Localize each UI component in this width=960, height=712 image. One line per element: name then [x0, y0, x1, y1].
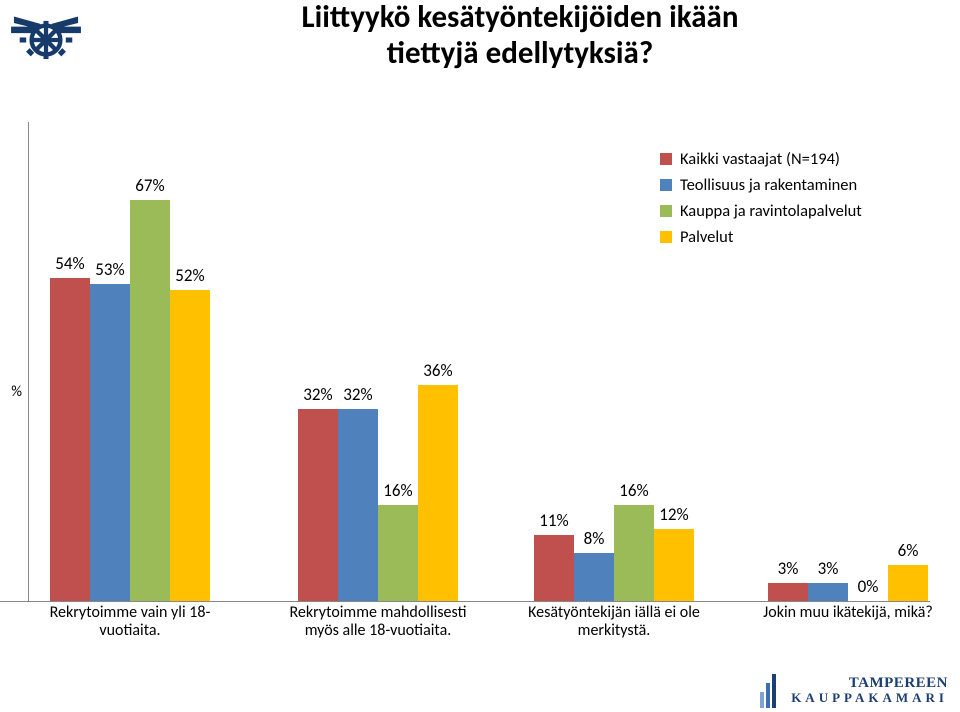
chart-title-line2: tiettyjä edellytyksiä?: [387, 34, 653, 72]
x-axis-label: Rekrytoimme vain yli 18-vuotiaita.: [40, 604, 220, 641]
organization-logo-icon: [10, 10, 82, 70]
bar-value-label: 67%: [135, 175, 164, 200]
x-axis-label: Jokin muu ikätekijä, mikä?: [748, 604, 948, 622]
bar-cluster: 54%53%67%52%: [40, 122, 220, 601]
bar-value-label: 3%: [778, 558, 799, 583]
bar: 53%: [90, 284, 130, 601]
bar-value-label: 11%: [539, 510, 568, 535]
chart-title: Liittyykö kesätyöntekijöiden ikään tiett…: [120, 0, 920, 71]
x-axis-baseline: [0, 601, 930, 602]
bar-value-label: 16%: [619, 480, 648, 505]
page: Liittyykö kesätyöntekijöiden ikään tiett…: [0, 0, 960, 712]
bar: 54%: [50, 278, 90, 601]
bar: 12%: [654, 529, 694, 601]
bar-value-label: 12%: [659, 504, 688, 529]
bar-cluster: 3%3%0%6%: [748, 122, 948, 601]
bar-value-label: 36%: [423, 360, 452, 385]
bar-value-label: 16%: [383, 480, 412, 505]
chart-title-line1: Liittyykö kesätyöntekijöiden ikään: [302, 0, 739, 36]
x-axis-label: Kesätyöntekijän iällä ei ole merkitystä.: [516, 604, 712, 641]
y-axis-label: %: [8, 383, 22, 401]
bar-value-label: 6%: [898, 540, 919, 565]
x-axis-label: Rekrytoimme mahdollisesti myös alle 18-v…: [278, 604, 478, 641]
bar: 6%: [888, 565, 928, 601]
bar: 8%: [574, 553, 614, 601]
bar-value-label: 53%: [95, 259, 124, 284]
bar: 32%: [298, 409, 338, 601]
bar: 52%: [170, 290, 210, 601]
bar-value-label: 3%: [818, 558, 839, 583]
bar-cluster: 32%32%16%36%: [278, 122, 478, 601]
bar-value-label: 32%: [303, 384, 332, 409]
bar: 16%: [378, 505, 418, 601]
tampere-chamber-bars-icon: [760, 674, 776, 708]
bar-value-label: 8%: [584, 528, 605, 553]
bar: 36%: [418, 385, 458, 601]
tampere-chamber-text1: TAMPEREEN: [778, 676, 948, 691]
bar: 3%: [808, 583, 848, 601]
y-axis-line: [28, 122, 29, 601]
bar-cluster: 11%8%16%12%: [516, 122, 712, 601]
bar: 16%: [614, 505, 654, 601]
bar-value-label: 52%: [175, 265, 204, 290]
bar-value-label: 54%: [55, 253, 84, 278]
bar-clusters: 54%53%67%52%32%32%16%36%11%8%16%12%3%3%0…: [30, 122, 930, 601]
bar: 3%: [768, 583, 808, 601]
tampere-chamber-text2: KAUPPAKAMARI: [778, 691, 948, 704]
bar-value-label: 32%: [343, 384, 372, 409]
bar: 32%: [338, 409, 378, 601]
tampere-chamber-logo: TAMPEREEN KAUPPAKAMARI: [778, 676, 948, 704]
chart-area: % 54%53%67%52%32%32%16%36%11%8%16%12%3%3…: [0, 122, 930, 642]
bar: 11%: [534, 535, 574, 601]
bar: 67%: [130, 200, 170, 601]
bar-value-label: 0%: [858, 576, 879, 601]
